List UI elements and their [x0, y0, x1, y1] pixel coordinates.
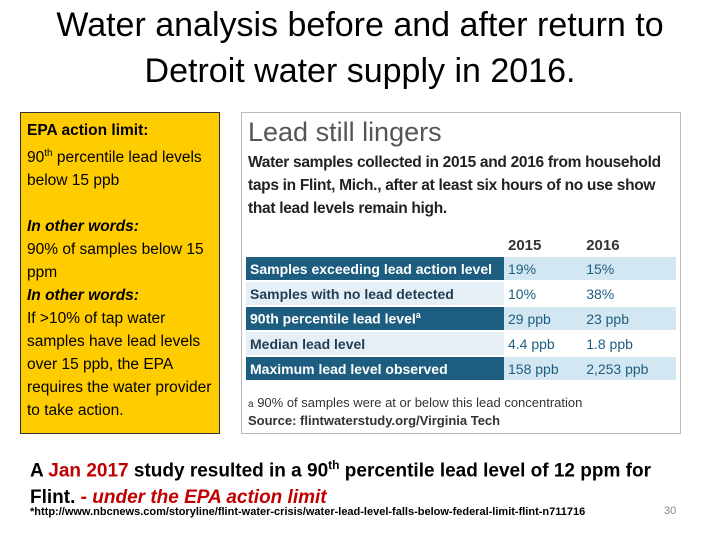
- table-row: 90th percentile lead levela 29 ppb 23 ppb: [246, 306, 676, 332]
- row-label: Samples with no lead detected: [246, 281, 504, 307]
- column-header: 2015: [508, 236, 542, 254]
- sidebar: EPA action limit: 90th percentile lead l…: [20, 112, 220, 434]
- limit-text: 90th percentile lead levels below 15 ppb: [27, 142, 213, 192]
- text: percentile lead levels below 15 ppb: [27, 149, 202, 190]
- cell: 4.4 ppb: [504, 331, 583, 357]
- conclusion: A Jan 2017 study resulted in a 90th perc…: [30, 452, 700, 511]
- table-row: Samples exceeding lead action level 19% 15…: [246, 257, 676, 282]
- row-label: Median lead level: [246, 331, 504, 357]
- sidebar-heading: In other words:: [27, 218, 139, 236]
- header-row: 2015 2016: [246, 233, 676, 257]
- text: A: [30, 460, 49, 482]
- reference: *http://www.nbcnews.com/storyline/flint-…: [30, 506, 586, 518]
- date: Jan 2017: [48, 460, 129, 482]
- row-label-text: Median lead level: [250, 335, 366, 352]
- superscript: th: [328, 458, 340, 472]
- table-row: Maximum lead level observed 158 ppb 2,253 …: [246, 356, 676, 382]
- slide-title: Water analysis before and after return t…: [56, 6, 664, 90]
- figure-source: Source: flintwaterstudy.org/Virginia Tec…: [248, 413, 501, 428]
- row-label: Maximum lead level observed: [246, 356, 504, 382]
- text: study resulted in a 90: [128, 460, 329, 482]
- text: 90: [27, 149, 45, 167]
- row-label: 90th percentile lead levela: [246, 306, 504, 332]
- emphasis: - under the EPA action limit: [80, 487, 327, 509]
- limit-label: EPA action limit:: [27, 122, 149, 139]
- note-mark: a: [415, 310, 421, 321]
- sidebar-text: If >10% of tap water samples have lead l…: [27, 310, 212, 420]
- row-label-text: Samples with no lead detected: [250, 285, 454, 302]
- table-row: Median lead level 4.4 ppb 1.8 ppb: [246, 331, 676, 357]
- table-row: Samples with no lead detected 10% 38%: [246, 281, 676, 307]
- cell: 158 ppb: [504, 356, 583, 382]
- footnote-text: 90% of samples were at or below this lea…: [257, 395, 583, 410]
- row-label-text: Maximum lead level observed: [250, 360, 448, 377]
- figure-footnote: a 90% of samples were at or below this l…: [248, 395, 582, 410]
- header-cell: [246, 233, 504, 257]
- cell: 19%: [504, 257, 583, 282]
- figure-subtitle: Water samples collected in 2015 and 2016…: [248, 154, 661, 217]
- superscript: th: [44, 148, 53, 159]
- row-label-text: 90th percentile lead level: [250, 310, 416, 327]
- text: percentile lead level of 12 ppm for Flin…: [30, 460, 651, 509]
- figure-title: Lead still lingers: [248, 117, 442, 147]
- cell: 29 ppb: [504, 306, 583, 332]
- row-label-text: Samples exceeding lead action level: [250, 260, 492, 277]
- table: 2015 2016 Samples exceeding lead action le…: [246, 233, 676, 382]
- sidebar-heading: In other words:: [27, 287, 139, 305]
- row-label: Samples exceeding lead action level: [246, 257, 504, 282]
- sidebar-text: 90% of samples below 15 ppm: [27, 241, 204, 282]
- page-number: 30: [664, 505, 677, 517]
- cell: 23 ppb: [582, 306, 676, 332]
- column-header: 2016: [586, 236, 620, 254]
- cell: 2,253 ppb: [582, 356, 676, 382]
- footnote-mark: a: [248, 399, 254, 410]
- cell: 38%: [582, 281, 676, 307]
- cell: 15%: [582, 257, 676, 282]
- cell: 10%: [504, 281, 583, 307]
- cell: 1.8 ppb: [582, 331, 676, 357]
- figure: Lead still lingers Water samples collect…: [241, 112, 681, 434]
